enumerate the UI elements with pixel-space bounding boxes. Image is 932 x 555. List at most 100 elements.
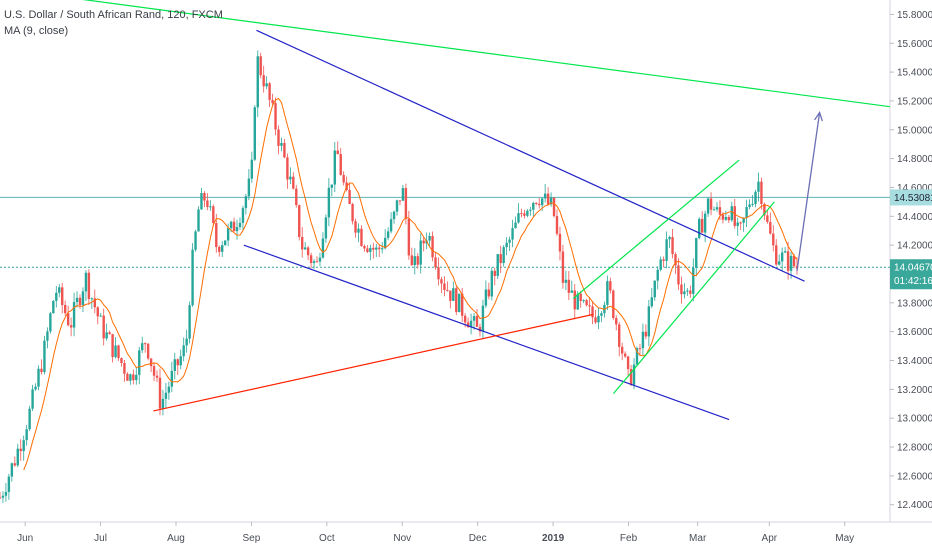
time-tick-label: Nov	[393, 533, 411, 544]
candle-body	[775, 245, 778, 265]
candle-body	[90, 298, 94, 300]
candle-body	[274, 103, 277, 130]
candle-body	[404, 188, 408, 219]
candle-body	[766, 215, 769, 222]
symbol-title[interactable]: U.S. Dollar / South African Rand, 120, F…	[4, 9, 223, 21]
candle-body	[428, 235, 431, 241]
candle-body	[523, 213, 526, 216]
projection-arrow-line[interactable]	[796, 112, 821, 272]
candle-body	[656, 269, 659, 281]
trendline[interactable]	[0, 0, 891, 108]
candle-body	[653, 280, 656, 298]
candle-body	[555, 216, 559, 234]
candle-body	[324, 217, 328, 239]
candle-body	[724, 217, 728, 220]
candle-body	[392, 211, 396, 220]
candle-body	[306, 247, 310, 256]
candle-body	[398, 200, 402, 202]
candle-body	[69, 325, 73, 328]
candle-body	[437, 267, 440, 280]
candle-body	[558, 233, 562, 252]
time-tick-label: Aug	[167, 533, 185, 544]
chart-legend: U.S. Dollar / South African Rand, 120, F…	[4, 7, 223, 39]
candle-body	[632, 364, 636, 385]
candle-body	[188, 305, 191, 339]
candle-body	[733, 206, 736, 226]
candle-body	[63, 305, 67, 314]
candle-body	[620, 346, 624, 354]
candle-body	[247, 178, 251, 197]
candle-body	[155, 375, 159, 378]
time-tick-label: Oct	[319, 533, 335, 544]
trendlines-layer[interactable]	[0, 0, 891, 421]
moving-average-layer	[23, 97, 798, 471]
candle-body	[61, 287, 64, 306]
candle-body	[318, 257, 322, 262]
candle-body	[692, 267, 695, 294]
trendline[interactable]	[612, 201, 775, 395]
candle-body	[78, 297, 82, 306]
candle-body	[173, 359, 177, 371]
candle-body	[108, 332, 111, 335]
candle-body	[549, 197, 553, 205]
level-price-badge-label: 14.53081	[894, 193, 932, 204]
candle-body	[674, 254, 677, 266]
trendline[interactable]	[256, 29, 805, 282]
candle-body	[283, 142, 286, 158]
trendline[interactable]	[153, 313, 594, 412]
candle-body	[253, 107, 256, 160]
price-tick-label: 15.00000	[897, 125, 932, 136]
candle-body	[629, 369, 633, 385]
candle-body	[170, 370, 174, 387]
candle-body	[330, 184, 334, 188]
candle-body	[543, 193, 547, 199]
candle-body	[564, 279, 568, 283]
candle-body	[315, 261, 319, 263]
time-tick-label: Jul	[94, 533, 107, 544]
candle-body	[573, 290, 576, 310]
projection-arrow-head	[814, 110, 823, 122]
trendline[interactable]	[243, 244, 730, 421]
horizontal-levels-layer	[0, 196, 890, 268]
candle-body	[718, 207, 722, 215]
candle-body	[739, 222, 742, 224]
candle-body	[31, 389, 34, 409]
candle-body	[638, 348, 642, 350]
candle-body	[745, 207, 748, 218]
candle-body	[700, 218, 704, 233]
candle-body	[463, 315, 467, 323]
candle-body	[478, 326, 482, 332]
trendline[interactable]	[572, 159, 740, 299]
candle-body	[303, 247, 307, 250]
candle-body	[197, 209, 200, 232]
candle-body	[612, 290, 615, 319]
candle-body	[206, 200, 209, 208]
candle-body	[647, 306, 651, 337]
candle-body	[712, 209, 716, 211]
candle-body	[218, 246, 221, 252]
candle-body	[250, 159, 254, 179]
candle-body	[680, 284, 683, 295]
candle-body	[778, 261, 781, 265]
candle-body	[327, 187, 331, 218]
candle-body	[561, 251, 565, 283]
candle-body	[635, 348, 639, 365]
candle-body	[289, 176, 292, 180]
candle-body	[517, 213, 520, 223]
indicator-label[interactable]: MA (9, close)	[4, 25, 69, 37]
candle-body	[72, 302, 76, 328]
candle-body	[659, 259, 662, 270]
candle-body	[229, 221, 233, 229]
candle-body	[19, 448, 22, 452]
price-tick-label: 15.80000	[897, 10, 932, 21]
candle-body	[626, 356, 630, 370]
candle-body	[25, 429, 28, 441]
candle-body	[117, 345, 120, 359]
price-tick-label: 13.60000	[897, 327, 932, 338]
candle-body	[372, 247, 375, 250]
price-tick-label: 15.60000	[897, 39, 932, 50]
moving-average-line	[23, 97, 798, 471]
time-axis[interactable]: Jun Jul Aug Sep Oct Nov Dec 2019 Feb Mar Apr May	[17, 522, 854, 544]
